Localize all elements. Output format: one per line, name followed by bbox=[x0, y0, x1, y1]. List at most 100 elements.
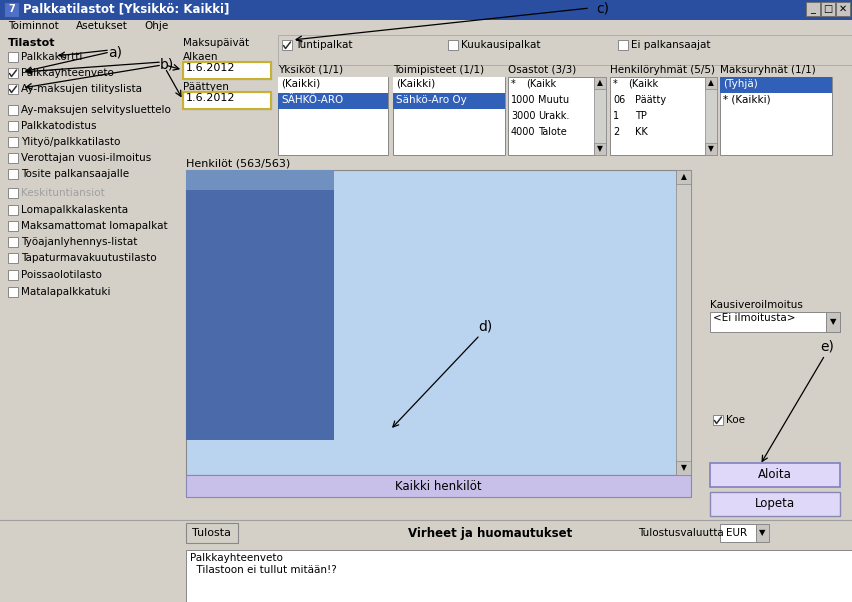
Bar bbox=[8, 287, 18, 297]
Bar bbox=[676, 170, 691, 475]
Text: ▼: ▼ bbox=[759, 529, 765, 538]
Text: 3000: 3000 bbox=[511, 111, 536, 121]
Text: * (Kaikki): * (Kaikki) bbox=[723, 95, 770, 105]
Text: Tulosta: Tulosta bbox=[193, 528, 232, 538]
Text: ✕: ✕ bbox=[839, 4, 847, 14]
Text: SÄHKÖ-ARO: SÄHKÖ-ARO bbox=[281, 95, 343, 105]
Text: Ay-maksujen tilityslista: Ay-maksujen tilityslista bbox=[21, 84, 142, 94]
Text: Päätty: Päätty bbox=[635, 95, 666, 105]
Text: 1.6.2012: 1.6.2012 bbox=[186, 63, 235, 73]
Text: Maksuryhnät (1/1): Maksuryhnät (1/1) bbox=[720, 65, 815, 75]
Text: Toiminnot: Toiminnot bbox=[8, 21, 59, 31]
Text: Kaikki henkilöt: Kaikki henkilöt bbox=[395, 480, 482, 492]
Bar bbox=[8, 84, 18, 94]
Text: Ay-maksujen selvitysluettelo: Ay-maksujen selvitysluettelo bbox=[21, 105, 171, 115]
Text: 1: 1 bbox=[613, 111, 619, 121]
Text: (Tyhjä): (Tyhjä) bbox=[723, 79, 757, 89]
Bar bbox=[8, 105, 18, 115]
Text: 06: 06 bbox=[613, 95, 625, 105]
Bar bbox=[8, 253, 18, 263]
Text: 1000: 1000 bbox=[511, 95, 536, 105]
Bar bbox=[186, 523, 238, 543]
Bar bbox=[8, 169, 18, 179]
Text: <Ei ilmoitusta>: <Ei ilmoitusta> bbox=[713, 313, 796, 323]
Bar bbox=[720, 77, 832, 93]
Text: 2: 2 bbox=[613, 127, 619, 137]
Text: Tulostusvaluutta: Tulostusvaluutta bbox=[638, 528, 723, 538]
Text: Tosite palkansaajalle: Tosite palkansaajalle bbox=[21, 169, 130, 179]
Text: Maksamattomat lomapalkat: Maksamattomat lomapalkat bbox=[21, 221, 168, 231]
Text: Koe: Koe bbox=[726, 415, 745, 425]
Text: b): b) bbox=[160, 58, 175, 72]
Text: (Kaikk: (Kaikk bbox=[526, 79, 556, 89]
Bar bbox=[393, 77, 505, 93]
Bar bbox=[618, 40, 628, 50]
Text: Kausiveroilmoitus: Kausiveroilmoitus bbox=[710, 300, 803, 310]
Bar bbox=[186, 170, 334, 190]
Text: Poissaolotilasto: Poissaolotilasto bbox=[21, 270, 102, 280]
Text: Tilastoon ei tullut mitään!?: Tilastoon ei tullut mitään!? bbox=[190, 565, 337, 575]
Text: a): a) bbox=[108, 45, 122, 59]
Text: Ylityö/palkkatilasto: Ylityö/palkkatilasto bbox=[21, 137, 120, 147]
Text: ▼: ▼ bbox=[708, 144, 714, 154]
Bar bbox=[821, 2, 835, 16]
Text: Virheet ja huomautukset: Virheet ja huomautukset bbox=[408, 527, 573, 539]
Bar bbox=[393, 93, 505, 109]
Text: c): c) bbox=[596, 2, 609, 16]
Bar bbox=[282, 40, 292, 50]
Bar bbox=[8, 221, 18, 231]
Bar bbox=[186, 475, 691, 497]
Text: *: * bbox=[613, 79, 618, 89]
Bar bbox=[278, 77, 388, 155]
Bar bbox=[676, 170, 691, 184]
Text: d): d) bbox=[478, 320, 492, 334]
Text: Palkkatodistus: Palkkatodistus bbox=[21, 121, 96, 131]
Text: *: * bbox=[511, 79, 515, 89]
Bar bbox=[8, 137, 18, 147]
Text: Työajanlyhennys-listat: Työajanlyhennys-listat bbox=[21, 237, 137, 247]
Text: 4000: 4000 bbox=[511, 127, 536, 137]
Bar bbox=[710, 492, 840, 516]
Text: Asetukset: Asetukset bbox=[76, 21, 128, 31]
Bar bbox=[826, 312, 840, 332]
Bar bbox=[594, 143, 606, 155]
Bar bbox=[705, 77, 717, 89]
Text: Palkkatilastot [Yksikkö: Kaikki]: Palkkatilastot [Yksikkö: Kaikki] bbox=[23, 2, 229, 15]
Text: Henkilöryhmät (5/5): Henkilöryhmät (5/5) bbox=[610, 65, 715, 75]
Bar bbox=[8, 121, 18, 131]
Text: Muutu: Muutu bbox=[538, 95, 569, 105]
Bar bbox=[8, 188, 18, 198]
Text: Lopeta: Lopeta bbox=[755, 497, 795, 510]
Bar bbox=[8, 205, 18, 215]
Text: Matalapalkkatuki: Matalapalkkatuki bbox=[21, 287, 111, 297]
Text: Ei palkansaajat: Ei palkansaajat bbox=[631, 40, 711, 50]
Bar bbox=[4, 2, 19, 17]
Text: ▲: ▲ bbox=[708, 78, 714, 87]
Bar bbox=[186, 190, 334, 440]
Text: Toimipisteet (1/1): Toimipisteet (1/1) bbox=[393, 65, 484, 75]
Text: (Kaikki): (Kaikki) bbox=[281, 79, 320, 89]
Text: Lomapalkkalaskenta: Lomapalkkalaskenta bbox=[21, 205, 128, 215]
Text: ▼: ▼ bbox=[681, 464, 687, 473]
Bar bbox=[705, 77, 717, 155]
Text: Palkkakortti: Palkkakortti bbox=[21, 52, 83, 62]
Text: Palkkayhteenveto: Palkkayhteenveto bbox=[190, 553, 283, 563]
Bar bbox=[710, 312, 840, 332]
Text: Henkilöt (563/563): Henkilöt (563/563) bbox=[186, 158, 291, 168]
Bar bbox=[186, 170, 691, 475]
Text: _: _ bbox=[810, 4, 815, 14]
Text: Maksupäivät: Maksupäivät bbox=[183, 38, 249, 48]
Bar bbox=[448, 40, 458, 50]
Bar bbox=[720, 77, 832, 155]
Text: Alkaen: Alkaen bbox=[183, 52, 218, 62]
Bar bbox=[806, 2, 820, 16]
Text: 7: 7 bbox=[9, 4, 14, 14]
Bar bbox=[508, 77, 606, 155]
Text: ▲: ▲ bbox=[597, 78, 603, 87]
Text: Palkkayhteenveto: Palkkayhteenveto bbox=[21, 68, 114, 78]
Text: □: □ bbox=[823, 4, 832, 14]
Text: Ohje: Ohje bbox=[144, 21, 168, 31]
Text: 1.6.2012: 1.6.2012 bbox=[186, 93, 235, 103]
Bar bbox=[756, 524, 769, 542]
Bar bbox=[594, 77, 606, 155]
